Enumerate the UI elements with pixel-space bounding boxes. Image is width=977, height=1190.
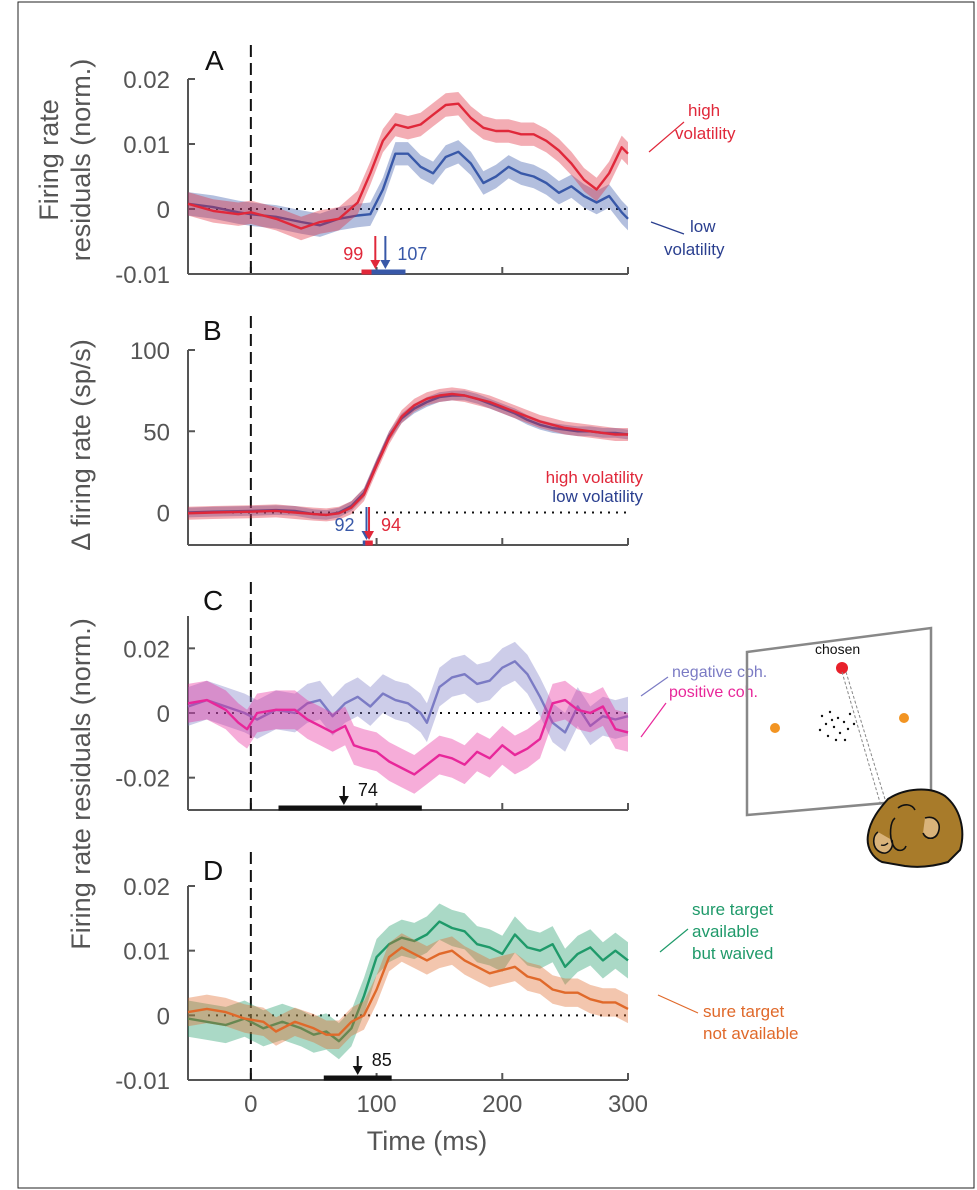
panel-d-legend-green-3: but waived [692, 944, 773, 963]
panel-c-ytick-label: -0.02 [115, 766, 170, 793]
panel-d-letter: D [203, 855, 223, 886]
panel-a-latency-label-1: 107 [397, 244, 427, 264]
panel-d-ytick-label: 0.01 [123, 939, 170, 966]
inset-random-dots [818, 710, 856, 742]
panel-b-ylabel: Δ firing rate (sp/s) [66, 339, 96, 551]
panel-b: B Δ firing rate (sp/s) high volatility l… [66, 315, 643, 551]
panel-c-legend-neg: negative coh. [672, 664, 767, 681]
panel-a-letter: A [205, 45, 224, 76]
panel-c-legend-neg-leader [640, 676, 669, 697]
panel-b-latency-arrowhead-1 [364, 531, 375, 540]
panel-c-legend-pos-leader [640, 702, 667, 738]
panel-b-legend-low: low volatility [552, 487, 643, 506]
inset-chosen-target [836, 662, 848, 674]
panel-a-legend-low-2: volatility [664, 240, 725, 259]
panel-c-latency-label-0: 74 [358, 780, 378, 800]
x-tick-label: 200 [482, 1091, 522, 1118]
panel-b-ytick-label: 100 [130, 338, 170, 365]
panel-b-legend-high: high volatility [546, 468, 644, 487]
panel-b-letter: B [203, 315, 222, 346]
monkey-icon [866, 788, 964, 868]
panel-d-latency-label-0: 85 [372, 1050, 392, 1070]
inset-gaze-line-2 [845, 671, 893, 823]
x-tick-label: 300 [608, 1091, 648, 1118]
panel-d-legend-green-2: available [692, 922, 759, 941]
panel-c-latency-arrowhead-0 [338, 796, 349, 805]
panel-a-legend-high-1: high [688, 101, 720, 120]
panel-a-latency-arrowhead-0 [370, 260, 381, 269]
panel-a: A Firing rate residuals (norm.) high vol… [34, 45, 736, 289]
panel-a-ylabel-line1: Firing rate [34, 99, 64, 221]
panel-d-legend-orange-1: sure target [703, 1002, 785, 1021]
panel-a-legend-high-2: volatility [675, 124, 736, 143]
inset-right-target [899, 713, 909, 723]
panel-a-ytick-label: 0.01 [123, 132, 170, 159]
panel-c-series-line-1 [187, 698, 629, 776]
panel-a-ytick-label: -0.01 [115, 262, 170, 289]
panel-a-ytick-label: 0.02 [123, 67, 170, 94]
panel-d: D sure target available but waived sure … [115, 852, 798, 1118]
x-tick-label: 100 [357, 1091, 397, 1118]
panel-d-series-band-0 [188, 903, 628, 1060]
panel-b-series-band-1 [188, 387, 628, 522]
panel-c-series-line-0 [187, 660, 629, 734]
panel-b-series-line-1 [187, 392, 628, 517]
panel-a-series-band-0 [188, 140, 628, 237]
panel-a-latency-arrowhead-1 [380, 260, 391, 269]
panel-d-series-line-1 [187, 946, 629, 1036]
panel-d-series-band-1 [188, 933, 628, 1049]
panel-b-series-band-0 [188, 390, 628, 520]
panel-cd-ylabel: Firing rate residuals (norm.) [66, 618, 96, 950]
panel-d-legend-orange-2: not available [703, 1024, 798, 1043]
inset-left-target [770, 723, 780, 733]
panel-b-ytick-label: 0 [157, 501, 170, 528]
panel-d-legend-green-leader [659, 928, 689, 953]
panel-c-series-band-1 [188, 680, 628, 794]
panel-a-legend-low-leader [650, 221, 685, 235]
panel-a-series-line-1 [187, 102, 629, 230]
panel-a-legend-low-1: low [690, 217, 716, 236]
panel-a-ytick-label: 0 [157, 197, 170, 224]
panel-b-latency-label-1: 94 [381, 515, 401, 535]
x-tick-label: 0 [244, 1091, 257, 1118]
inset-chosen-label: chosen [815, 641, 860, 657]
panel-a-series-band-1 [188, 92, 628, 241]
panel-a-series-line-0 [187, 150, 629, 227]
panel-a-ylabel-line2: residuals (norm.) [66, 59, 96, 262]
panel-d-legend-orange-leader [657, 994, 699, 1014]
panel-d-ytick-label: 0.02 [123, 874, 170, 901]
x-axis-title: Time (ms) [367, 1126, 487, 1156]
figure-border [17, 1, 975, 1189]
panel-c-legend-pos: positive coh. [669, 684, 758, 701]
panel-c: C negative coh. positive coh. -0.02 0 0.02… [115, 582, 767, 811]
choice-task-inset: chosen [745, 626, 964, 868]
panel-c-ytick-label: 0.02 [123, 636, 170, 663]
panel-d-ytick-label: 0 [157, 1003, 170, 1030]
inset-gaze-line-1 [841, 671, 887, 824]
panel-b-ytick-label: 50 [143, 419, 170, 446]
panel-d-legend-green-1: sure target [692, 900, 774, 919]
panel-d-ytick-label: -0.01 [115, 1068, 170, 1095]
panel-c-letter: C [203, 585, 223, 616]
panel-a-latency-label-0: 99 [343, 244, 363, 264]
panel-d-latency-arrowhead-0 [352, 1066, 363, 1075]
panel-b-latency-label-0: 92 [334, 515, 354, 535]
panel-c-ytick-label: 0 [157, 701, 170, 728]
panel-a-legend-high-leader [648, 121, 685, 153]
panel-c-series-band-0 [188, 641, 628, 752]
